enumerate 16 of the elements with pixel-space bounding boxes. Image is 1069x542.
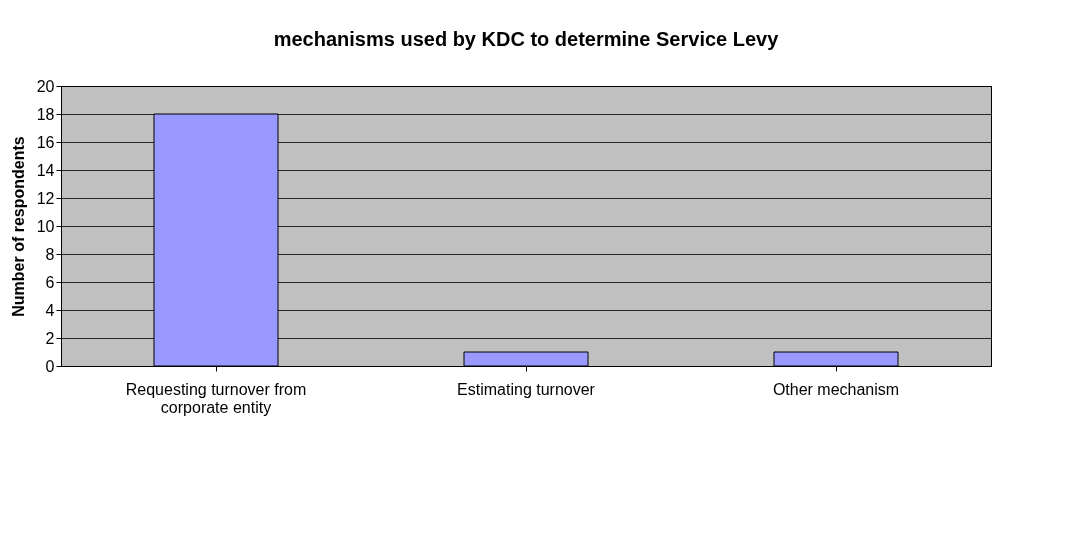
x-tick-label: Other mechanism	[772, 380, 900, 398]
x-tick-label: Estimating turnover	[457, 380, 596, 398]
y-tick-label: 12	[36, 189, 55, 207]
chart-title: mechanisms used by KDC to determine Service Levy	[273, 28, 780, 50]
y-tick-label: 2	[45, 329, 55, 347]
x-tick-label: Requesting turnover from corporate entity	[125, 380, 307, 416]
y-tick-label: 18	[36, 105, 55, 123]
y-tick-label: 8	[45, 245, 55, 263]
y-tick-label: 4	[45, 301, 55, 319]
y-tick-label: 14	[36, 161, 55, 179]
y-tick-label: 16	[36, 133, 55, 151]
y-tick-label: 20	[36, 77, 55, 95]
y-axis-title: Number of respondents	[9, 136, 27, 317]
y-tick-label: 10	[36, 217, 55, 235]
y-tick-label: 0	[45, 357, 55, 375]
y-tick-label: 6	[45, 273, 55, 291]
